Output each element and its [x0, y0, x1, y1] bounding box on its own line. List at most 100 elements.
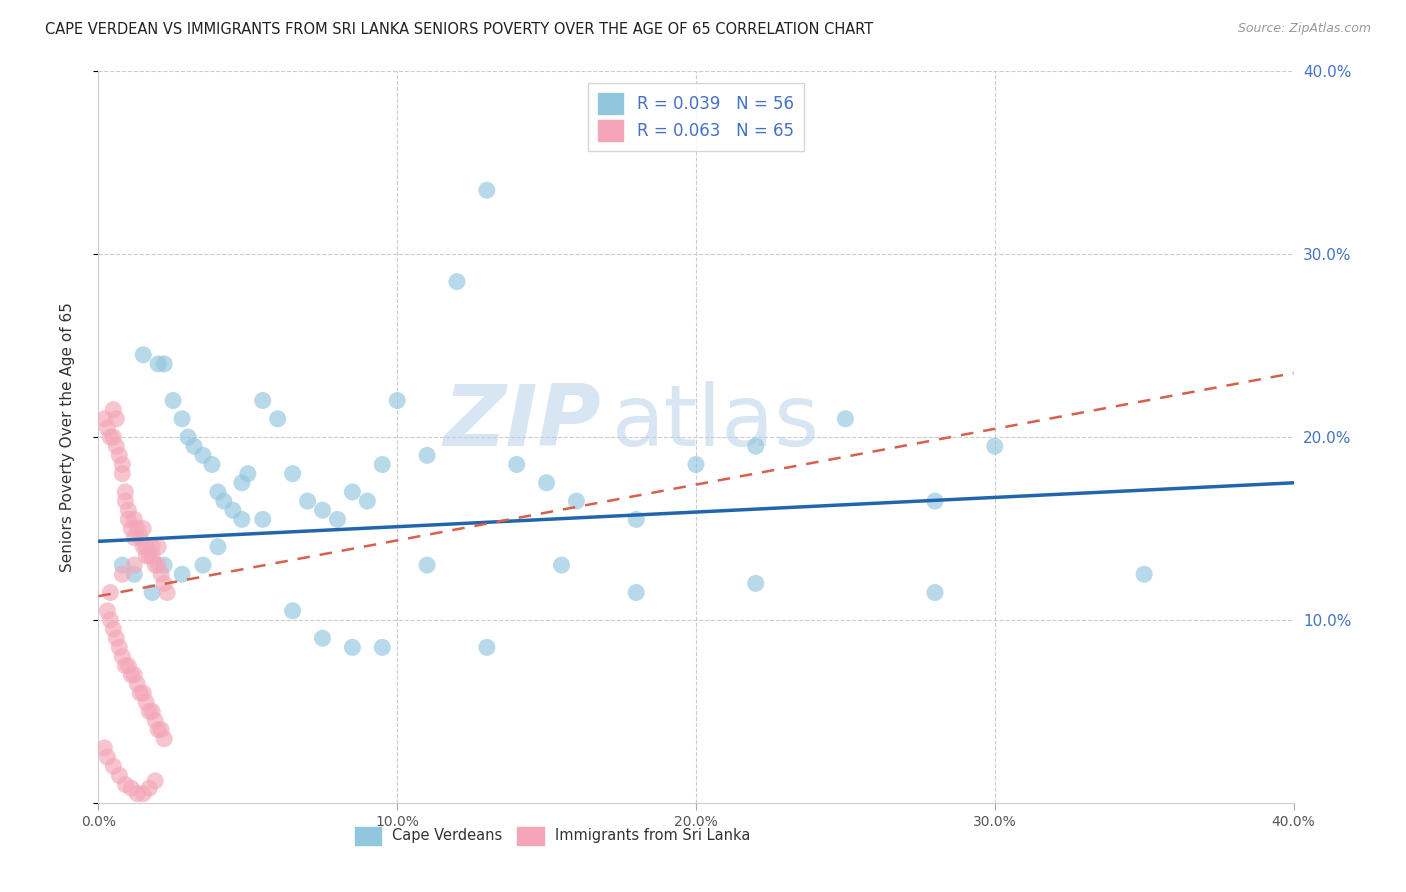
Point: [141, 549, 163, 563]
Point: [127, 521, 149, 535]
Point: [162, 393, 184, 408]
Point: [120, 781, 142, 796]
Point: [153, 731, 176, 746]
Point: [141, 540, 163, 554]
Point: [201, 458, 224, 472]
Point: [120, 521, 142, 535]
Point: [150, 567, 173, 582]
Point: [177, 430, 200, 444]
Point: [356, 494, 378, 508]
Point: [342, 485, 364, 500]
Point: [326, 512, 349, 526]
Point: [506, 458, 529, 472]
Point: [135, 695, 157, 709]
Point: [148, 723, 170, 737]
Point: [222, 503, 245, 517]
Point: [129, 531, 152, 545]
Point: [114, 494, 136, 508]
Point: [342, 640, 364, 655]
Point: [124, 531, 146, 545]
Point: [156, 585, 179, 599]
Point: [132, 540, 155, 554]
Point: [135, 540, 157, 554]
Text: Source: ZipAtlas.com: Source: ZipAtlas.com: [1237, 22, 1371, 36]
Point: [252, 512, 274, 526]
Point: [138, 705, 160, 719]
Point: [98, 613, 122, 627]
Point: [111, 558, 134, 573]
Point: [108, 768, 131, 782]
Point: [103, 402, 125, 417]
Point: [132, 521, 155, 535]
Point: [1133, 567, 1156, 582]
Point: [103, 622, 125, 636]
Point: [385, 393, 409, 408]
Point: [685, 458, 707, 472]
Point: [143, 714, 166, 728]
Point: [96, 421, 118, 435]
Point: [132, 348, 155, 362]
Point: [138, 781, 160, 796]
Point: [191, 558, 214, 573]
Point: [172, 567, 194, 582]
Point: [148, 357, 170, 371]
Point: [108, 640, 131, 655]
Point: [475, 183, 498, 197]
Point: [148, 558, 170, 573]
Point: [111, 649, 134, 664]
Point: [153, 576, 176, 591]
Point: [117, 512, 139, 526]
Point: [124, 512, 146, 526]
Point: [96, 750, 118, 764]
Point: [127, 677, 149, 691]
Point: [153, 357, 176, 371]
Point: [183, 439, 205, 453]
Point: [111, 458, 134, 472]
Point: [150, 723, 173, 737]
Point: [834, 412, 856, 426]
Point: [124, 567, 146, 582]
Point: [207, 485, 229, 500]
Point: [114, 658, 136, 673]
Point: [311, 632, 333, 646]
Point: [371, 458, 394, 472]
Point: [111, 467, 134, 481]
Point: [117, 503, 139, 517]
Point: [135, 549, 157, 563]
Point: [626, 585, 648, 599]
Point: [96, 604, 118, 618]
Point: [124, 667, 146, 681]
Point: [98, 585, 122, 599]
Legend: Cape Verdeans, Immigrants from Sri Lanka: Cape Verdeans, Immigrants from Sri Lanka: [349, 821, 756, 850]
Point: [231, 475, 253, 490]
Point: [105, 632, 128, 646]
Point: [105, 439, 128, 453]
Point: [114, 485, 136, 500]
Point: [252, 393, 274, 408]
Point: [93, 740, 115, 755]
Point: [371, 640, 394, 655]
Point: [924, 494, 946, 508]
Point: [446, 275, 468, 289]
Point: [129, 686, 152, 700]
Point: [127, 787, 149, 801]
Point: [297, 494, 319, 508]
Text: ZIP: ZIP: [443, 381, 600, 464]
Point: [132, 686, 155, 700]
Point: [117, 658, 139, 673]
Point: [172, 412, 194, 426]
Point: [143, 558, 166, 573]
Point: [103, 759, 125, 773]
Text: atlas: atlas: [613, 381, 820, 464]
Point: [626, 512, 648, 526]
Point: [153, 558, 176, 573]
Point: [416, 448, 439, 462]
Text: CAPE VERDEAN VS IMMIGRANTS FROM SRI LANKA SENIORS POVERTY OVER THE AGE OF 65 COR: CAPE VERDEAN VS IMMIGRANTS FROM SRI LANK…: [45, 22, 873, 37]
Point: [111, 567, 134, 582]
Point: [207, 540, 229, 554]
Point: [98, 430, 122, 444]
Point: [141, 585, 163, 599]
Point: [536, 475, 558, 490]
Point: [103, 430, 125, 444]
Point: [148, 540, 170, 554]
